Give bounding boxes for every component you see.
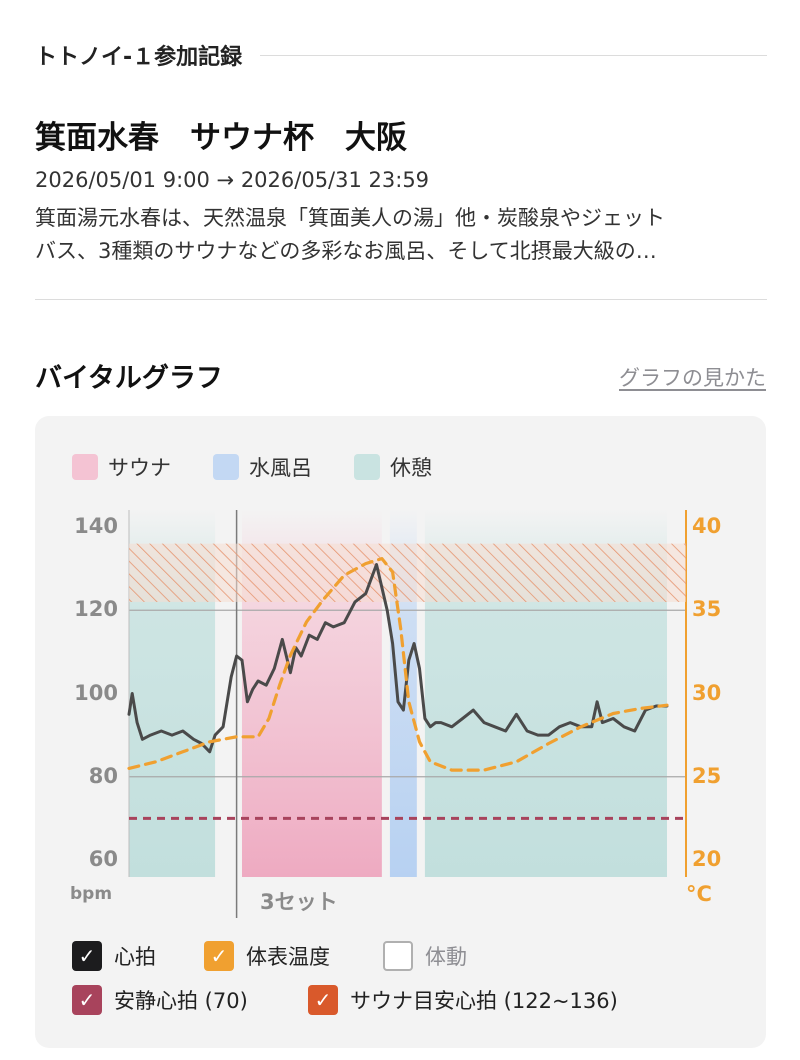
event-description: 箕面湯元水春は、天然温泉「箕面美人の湯」他・炭酸泉やジェット バス、3種類のサウ… — [35, 202, 765, 268]
graph-howto-link[interactable]: グラフの見かた — [619, 366, 766, 390]
y2-axis-unit: °C — [686, 882, 712, 906]
y-axis-unit: bpm — [70, 884, 113, 904]
sauna-target-zone — [129, 543, 686, 602]
toggle-heart-rate[interactable]: ✓ 心拍 — [72, 941, 156, 971]
section-rule — [260, 54, 767, 56]
legend-rest-label: 休憩 — [390, 456, 432, 480]
y2-tick-40: 40 — [692, 514, 722, 538]
legend-sauna-label: サウナ — [108, 456, 171, 480]
legend-sauna: サウナ — [72, 452, 171, 482]
skin-temp-checkbox[interactable]: ✓ — [204, 941, 234, 971]
heart-rate-checkbox[interactable]: ✓ — [72, 941, 102, 971]
resting-hr-label: 安静心拍 (70) — [114, 989, 248, 1013]
toggle-skin-temp[interactable]: ✓ 体表温度 — [204, 941, 330, 971]
movement-label: 体動 — [425, 945, 467, 969]
legend-cold-bath-label: 水風呂 — [249, 456, 312, 480]
heart-rate-line — [127, 563, 669, 754]
y2-tick-25: 25 — [692, 764, 722, 788]
divider — [35, 299, 767, 300]
y-tick-80: 80 — [88, 764, 118, 788]
toggle-movement[interactable]: 体動 — [383, 941, 467, 971]
section-header: トトノイ-１参加記録 — [35, 40, 767, 70]
legend-cold-bath-swatch — [213, 454, 239, 480]
section-label: トトノイ-１参加記録 — [35, 45, 243, 70]
event-description-line2: バス、3種類のサウナなどの多彩なお風呂、そして北摂最大級の… — [35, 239, 657, 263]
y-tick-120: 120 — [74, 597, 118, 621]
toggle-sauna-target[interactable]: ✓ サウナ目安心拍 (122~136) — [308, 985, 618, 1015]
legend-cold-bath: 水風呂 — [213, 452, 312, 482]
sauna-target-label: サウナ目安心拍 (122~136) — [350, 989, 618, 1013]
skin-temp-label: 体表温度 — [246, 945, 330, 969]
resting-hr-checkbox[interactable]: ✓ — [72, 985, 102, 1015]
y2-tick-30: 30 — [692, 681, 722, 705]
set-label: 3セット — [260, 890, 338, 914]
legend-rest-swatch — [354, 454, 380, 480]
toggle-resting-hr[interactable]: ✓ 安静心拍 (70) — [72, 985, 248, 1015]
y2-tick-35: 35 — [692, 597, 722, 621]
movement-checkbox[interactable] — [383, 941, 413, 971]
y-tick-140: 140 — [74, 514, 118, 538]
legend-sauna-swatch — [72, 454, 98, 480]
skin-temp-line — [127, 556, 669, 772]
legend-rest: 休憩 — [354, 452, 432, 482]
y-tick-100: 100 — [74, 681, 118, 705]
event-description-line1: 箕面湯元水春は、天然温泉「箕面美人の湯」他・炭酸泉やジェット — [35, 206, 665, 230]
event-title: 箕面水春 サウナ杯 大阪 — [35, 120, 407, 156]
sauna-target-checkbox[interactable]: ✓ — [308, 985, 338, 1015]
event-dates: 2026/05/01 9:00 → 2026/05/31 23:59 — [35, 168, 430, 192]
y-tick-60: 60 — [88, 847, 118, 871]
y2-tick-20: 20 — [692, 847, 722, 871]
vital-graph-title: バイタルグラフ — [35, 363, 223, 394]
heart-rate-label: 心拍 — [114, 945, 156, 969]
